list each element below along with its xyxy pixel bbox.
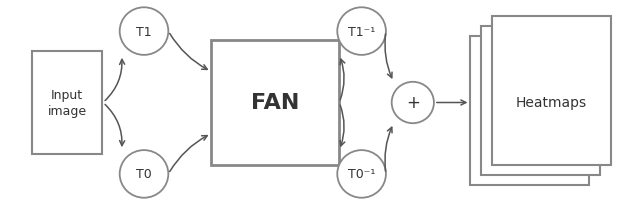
Text: T0⁻¹: T0⁻¹ [348,168,375,180]
Ellipse shape [392,82,434,124]
FancyBboxPatch shape [32,52,102,154]
FancyArrowPatch shape [105,60,125,101]
FancyBboxPatch shape [211,41,339,165]
Text: T0: T0 [136,168,152,180]
FancyArrowPatch shape [170,34,207,70]
Ellipse shape [337,150,386,198]
Ellipse shape [337,8,386,56]
FancyArrowPatch shape [385,128,392,171]
Ellipse shape [120,8,168,56]
FancyArrowPatch shape [170,136,207,172]
Ellipse shape [120,150,168,198]
FancyBboxPatch shape [481,27,600,175]
Text: T1: T1 [136,26,152,38]
FancyArrowPatch shape [340,106,345,146]
FancyArrowPatch shape [385,35,392,78]
FancyBboxPatch shape [492,16,611,165]
Text: +: + [406,94,420,112]
FancyArrowPatch shape [105,105,125,146]
FancyBboxPatch shape [470,37,589,185]
FancyArrowPatch shape [340,60,345,100]
FancyArrowPatch shape [436,101,466,105]
Text: Heatmaps: Heatmaps [516,96,588,110]
Text: FAN: FAN [251,93,300,113]
Text: Input
image: Input image [47,89,87,117]
Text: T1⁻¹: T1⁻¹ [348,26,375,38]
